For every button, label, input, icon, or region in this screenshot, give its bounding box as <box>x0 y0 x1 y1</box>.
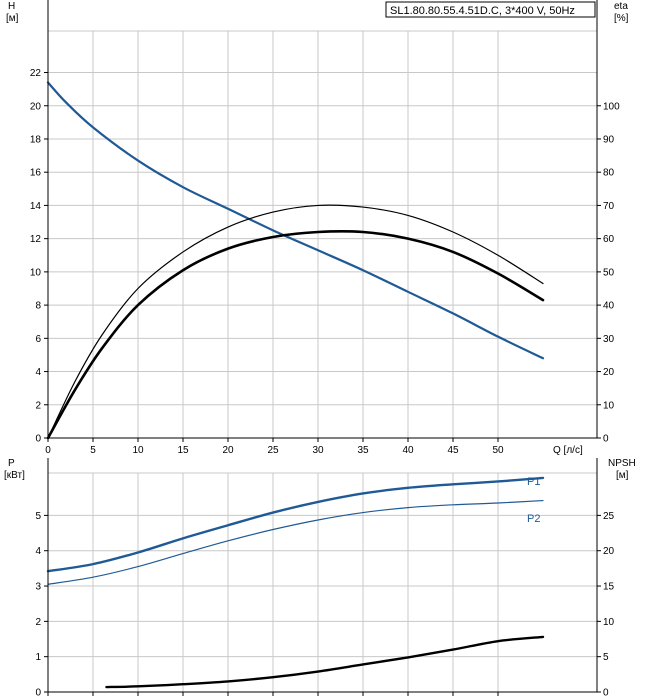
chart-title: SL1.80.80.55.4.51D.C, 3*400 V, 50Hz <box>390 5 575 17</box>
top-right-axis-label-1: eta <box>614 1 628 12</box>
right-tick-label-bottom: 0 <box>603 688 609 699</box>
series-label-p1: P1 <box>527 476 540 488</box>
left-tick-label-top: 0 <box>35 434 41 445</box>
right-tick-label-bottom: 5 <box>603 652 609 663</box>
grid-top <box>47 30 597 439</box>
left-tick-label-top: 16 <box>30 168 42 179</box>
series-line-bottom-1 <box>47 499 544 585</box>
left-tick-label-bottom: 0 <box>35 688 41 699</box>
right-tick-label-top: 30 <box>603 334 615 345</box>
left-tick-label-top: 14 <box>30 201 42 212</box>
right-tick-label-bottom: 15 <box>603 582 615 593</box>
left-tick-label-top: 12 <box>30 234 42 245</box>
bottom-left-axis-label-1: P <box>8 458 15 469</box>
x-tick-label-top: 25 <box>267 445 279 456</box>
series-line-top-1 <box>47 204 544 439</box>
left-tick-label-top: 8 <box>35 301 41 312</box>
right-tick-label-top: 50 <box>603 267 615 278</box>
series-line-bottom-2 <box>105 635 545 689</box>
x-tick-label-top: 20 <box>222 445 234 456</box>
axes-bottom: 0 1 2 3 4 5 0 5 10 15 20 25 <box>35 458 615 699</box>
x-tick-label-top: 5 <box>90 445 96 456</box>
head-efficiency-panel: 0246810121416182022010203040506070809010… <box>30 0 620 456</box>
right-tick-label-top: 20 <box>603 367 615 378</box>
chart-title-box <box>385 1 596 18</box>
x-tick-label-top: 0 <box>45 445 51 456</box>
x-tick-label-top: 35 <box>357 445 369 456</box>
series-line-top-0 <box>46 81 545 360</box>
right-tick-label-top: 10 <box>603 400 615 411</box>
axes-top: 0246810121416182022010203040506070809010… <box>30 0 620 456</box>
left-tick-label-top: 10 <box>30 267 42 278</box>
right-tick-label-top: 80 <box>603 168 615 179</box>
left-tick-label-bottom: 2 <box>35 617 41 628</box>
power-npsh-panel: 0 1 2 3 4 5 0 5 10 15 20 25 <box>35 458 615 699</box>
x-tick-label-top: 15 <box>177 445 189 456</box>
left-tick-label-top: 6 <box>35 334 41 345</box>
top-right-axis-label-2: [%] <box>614 13 629 24</box>
bottom-right-axis-label-2: [м] <box>616 470 629 481</box>
right-tick-label-top: 40 <box>603 301 615 312</box>
grid-bottom <box>47 472 597 693</box>
left-tick-label-bottom: 4 <box>35 546 41 557</box>
left-tick-label-bottom: 5 <box>35 511 41 522</box>
curves-top <box>46 81 545 440</box>
bottom-left-axis-label-2: [кВт] <box>4 470 25 481</box>
x-tick-label-top: 40 <box>402 445 414 456</box>
right-tick-label-bottom: 20 <box>603 546 615 557</box>
x-tick-label-top: 45 <box>447 445 459 456</box>
right-tick-label-bottom: 25 <box>603 511 615 522</box>
series-line-top-2 <box>46 229 545 440</box>
series-line-bottom-0 <box>46 476 545 573</box>
top-left-axis-label-1: H <box>8 1 15 12</box>
x-tick-label-top: 10 <box>132 445 144 456</box>
bottom-right-axis-label-1: NPSH <box>608 458 636 469</box>
right-tick-label-top: 60 <box>603 234 615 245</box>
left-tick-label-top: 22 <box>30 68 42 79</box>
right-tick-label-top: 90 <box>603 134 615 145</box>
left-tick-label-top: 2 <box>35 400 41 411</box>
right-tick-label-top: 0 <box>603 434 609 445</box>
right-tick-label-top: 100 <box>603 101 620 112</box>
top-left-axis-label-2: [м] <box>6 13 19 24</box>
right-tick-label-top: 70 <box>603 201 615 212</box>
left-tick-label-top: 20 <box>30 101 42 112</box>
left-tick-label-bottom: 3 <box>35 582 41 593</box>
curves-bottom <box>46 476 545 689</box>
left-tick-label-bottom: 1 <box>35 652 41 663</box>
x-tick-label-top: 50 <box>492 445 504 456</box>
series-label-p2: P2 <box>527 513 540 525</box>
top-x-axis-label: Q [л/с] <box>553 445 583 456</box>
x-tick-label-top: 30 <box>312 445 324 456</box>
left-tick-label-top: 4 <box>35 367 41 378</box>
left-tick-label-top: 18 <box>30 134 42 145</box>
right-tick-label-bottom: 10 <box>603 617 615 628</box>
